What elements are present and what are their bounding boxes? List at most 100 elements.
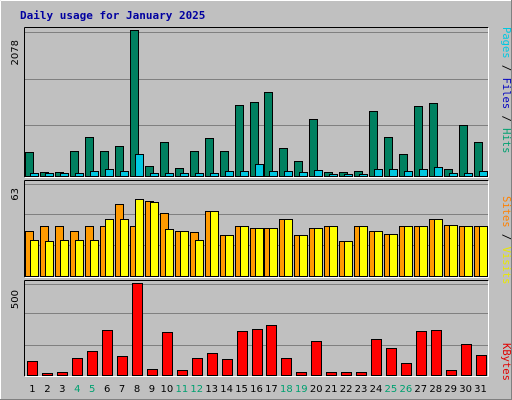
bar-hits-pages-day-12 bbox=[195, 173, 204, 177]
x-tick-label-day-16: 16 bbox=[250, 384, 263, 395]
bar-visits-sites-day-22 bbox=[344, 241, 353, 277]
x-tick-labels: 1 2 3 4 5 6 7 8 9 10 11 12 13 14 15 16 17 18 19 20 21 22 23 24 2… bbox=[29, 384, 487, 395]
series-kbytes bbox=[27, 283, 487, 376]
bar-visits-sites-day-11 bbox=[180, 231, 189, 277]
x-tick-label-day-14: 14 bbox=[220, 384, 233, 395]
bar-hits-pages-day-15 bbox=[240, 171, 249, 177]
bar-visits-sites-day-16 bbox=[255, 228, 264, 277]
bar-visits-sites-day-31 bbox=[479, 226, 488, 277]
bar-hits-pages-day-18 bbox=[284, 171, 293, 177]
panel-visits: 63 Sites / Visits bbox=[10, 180, 512, 285]
bar-visits-sites-day-3 bbox=[60, 240, 69, 277]
bar-hits-hits-day-25 bbox=[384, 137, 393, 177]
bar-hits-pages-day-21 bbox=[329, 174, 338, 177]
side-label-part-visits-2: Visits bbox=[500, 247, 512, 285]
bar-hits-pages-day-29 bbox=[449, 173, 458, 177]
bar-visits-sites-day-26 bbox=[404, 226, 413, 277]
bar-visits-sites-day-23 bbox=[359, 226, 368, 277]
bars-visits bbox=[25, 199, 488, 277]
bar-hits-hits-day-4 bbox=[70, 151, 79, 177]
bar-hits-hits-day-12 bbox=[190, 151, 199, 177]
bar-visits-sites-day-7 bbox=[120, 219, 129, 277]
bar-visits-sites-day-17 bbox=[269, 228, 278, 277]
bar-hits-pages-day-23 bbox=[359, 174, 368, 177]
bar-kbytes-kbytes-day-25 bbox=[386, 348, 397, 376]
bar-hits-pages-day-5 bbox=[90, 171, 99, 177]
bar-hits-pages-day-4 bbox=[75, 173, 84, 177]
bar-hits-hits-day-30 bbox=[459, 125, 468, 177]
bar-hits-hits-day-10 bbox=[160, 142, 169, 177]
bar-hits-hits-day-20 bbox=[309, 119, 318, 177]
bar-kbytes-kbytes-day-14 bbox=[222, 359, 233, 376]
x-tick-label-day-22: 22 bbox=[340, 384, 353, 395]
side-label-hits: Pages / Files / Hits bbox=[500, 27, 512, 153]
bar-kbytes-kbytes-day-30 bbox=[461, 344, 472, 376]
x-tick-label-day-30: 30 bbox=[459, 384, 472, 395]
x-tick-label-day-15: 15 bbox=[235, 384, 248, 395]
bar-hits-pages-day-24 bbox=[374, 169, 383, 177]
x-tick-label-day-4: 4 bbox=[74, 384, 80, 395]
bar-visits-sites-day-12 bbox=[195, 240, 204, 277]
bar-kbytes-kbytes-day-11 bbox=[177, 370, 188, 376]
bar-hits-hits-day-8 bbox=[130, 30, 139, 177]
x-tick-label-day-1: 1 bbox=[29, 384, 35, 395]
bar-kbytes-kbytes-day-9 bbox=[147, 369, 158, 376]
side-label-kbytes: KBytes bbox=[500, 343, 512, 381]
bar-hits-pages-day-16 bbox=[255, 164, 264, 177]
x-tick-label-day-9: 9 bbox=[149, 384, 155, 395]
x-tick-label-day-26: 26 bbox=[399, 384, 412, 395]
bar-kbytes-kbytes-day-3 bbox=[57, 372, 68, 376]
bar-hits-pages-day-1 bbox=[30, 173, 39, 177]
bar-visits-sites-day-30 bbox=[464, 226, 473, 277]
x-tick-label-day-11: 11 bbox=[175, 384, 188, 395]
bar-hits-pages-day-9 bbox=[150, 173, 159, 177]
bar-visits-sites-day-25 bbox=[389, 234, 398, 277]
bar-kbytes-kbytes-day-15 bbox=[237, 331, 248, 376]
bar-kbytes-kbytes-day-10 bbox=[162, 332, 173, 376]
bar-hits-pages-day-13 bbox=[210, 173, 219, 177]
x-tick-label-day-27: 27 bbox=[414, 384, 427, 395]
side-label-part-hits-4: Hits bbox=[500, 128, 512, 153]
bar-hits-hits-day-28 bbox=[429, 103, 438, 177]
bar-hits-pages-day-17 bbox=[269, 171, 278, 177]
side-label-part-hits-0: Pages bbox=[500, 27, 512, 59]
bar-visits-sites-day-6 bbox=[105, 219, 114, 277]
x-tick-label-day-24: 24 bbox=[370, 384, 383, 395]
bar-kbytes-kbytes-day-19 bbox=[296, 372, 307, 376]
bar-kbytes-kbytes-day-20 bbox=[311, 341, 322, 376]
bar-hits-pages-day-3 bbox=[60, 173, 69, 177]
bar-hits-hits-day-26 bbox=[399, 154, 408, 177]
bar-visits-sites-day-29 bbox=[449, 225, 458, 277]
bar-visits-sites-day-20 bbox=[314, 228, 323, 277]
x-tick-label-day-20: 20 bbox=[310, 384, 323, 395]
bars-hits bbox=[25, 30, 488, 177]
panel-hits: 2078 Pages / Files / Hits bbox=[10, 27, 512, 178]
bar-hits-hits-day-24 bbox=[369, 111, 378, 177]
bars-kbytes bbox=[27, 283, 487, 376]
x-tick-label-day-10: 10 bbox=[161, 384, 174, 395]
x-tick-label-day-3: 3 bbox=[59, 384, 65, 395]
series-pages bbox=[30, 154, 488, 177]
bar-hits-pages-day-31 bbox=[479, 171, 488, 177]
x-tick-label-day-31: 31 bbox=[474, 384, 487, 395]
series-sites bbox=[30, 199, 488, 277]
bar-hits-pages-day-7 bbox=[120, 171, 129, 177]
bar-kbytes-kbytes-day-31 bbox=[476, 355, 487, 376]
side-label-visits: Sites / Visits bbox=[500, 196, 512, 285]
bar-visits-sites-day-4 bbox=[75, 240, 84, 277]
bar-visits-sites-day-28 bbox=[434, 219, 443, 277]
bar-visits-sites-day-1 bbox=[30, 240, 39, 277]
bar-visits-sites-day-15 bbox=[240, 226, 249, 277]
bar-hits-pages-day-6 bbox=[105, 169, 114, 177]
bar-hits-hits-day-7 bbox=[115, 146, 124, 177]
bar-kbytes-kbytes-day-26 bbox=[401, 363, 412, 376]
bar-hits-hits-day-11 bbox=[175, 168, 184, 177]
bar-hits-hits-day-9 bbox=[145, 166, 154, 177]
bar-hits-pages-day-11 bbox=[180, 173, 189, 177]
side-label-part-hits-1: / bbox=[500, 59, 512, 78]
y-max-label-kbytes: 500 bbox=[10, 290, 21, 309]
bar-hits-hits-day-18 bbox=[279, 148, 288, 177]
bar-hits-pages-day-8 bbox=[135, 154, 144, 177]
bar-hits-hits-day-1 bbox=[25, 152, 34, 177]
